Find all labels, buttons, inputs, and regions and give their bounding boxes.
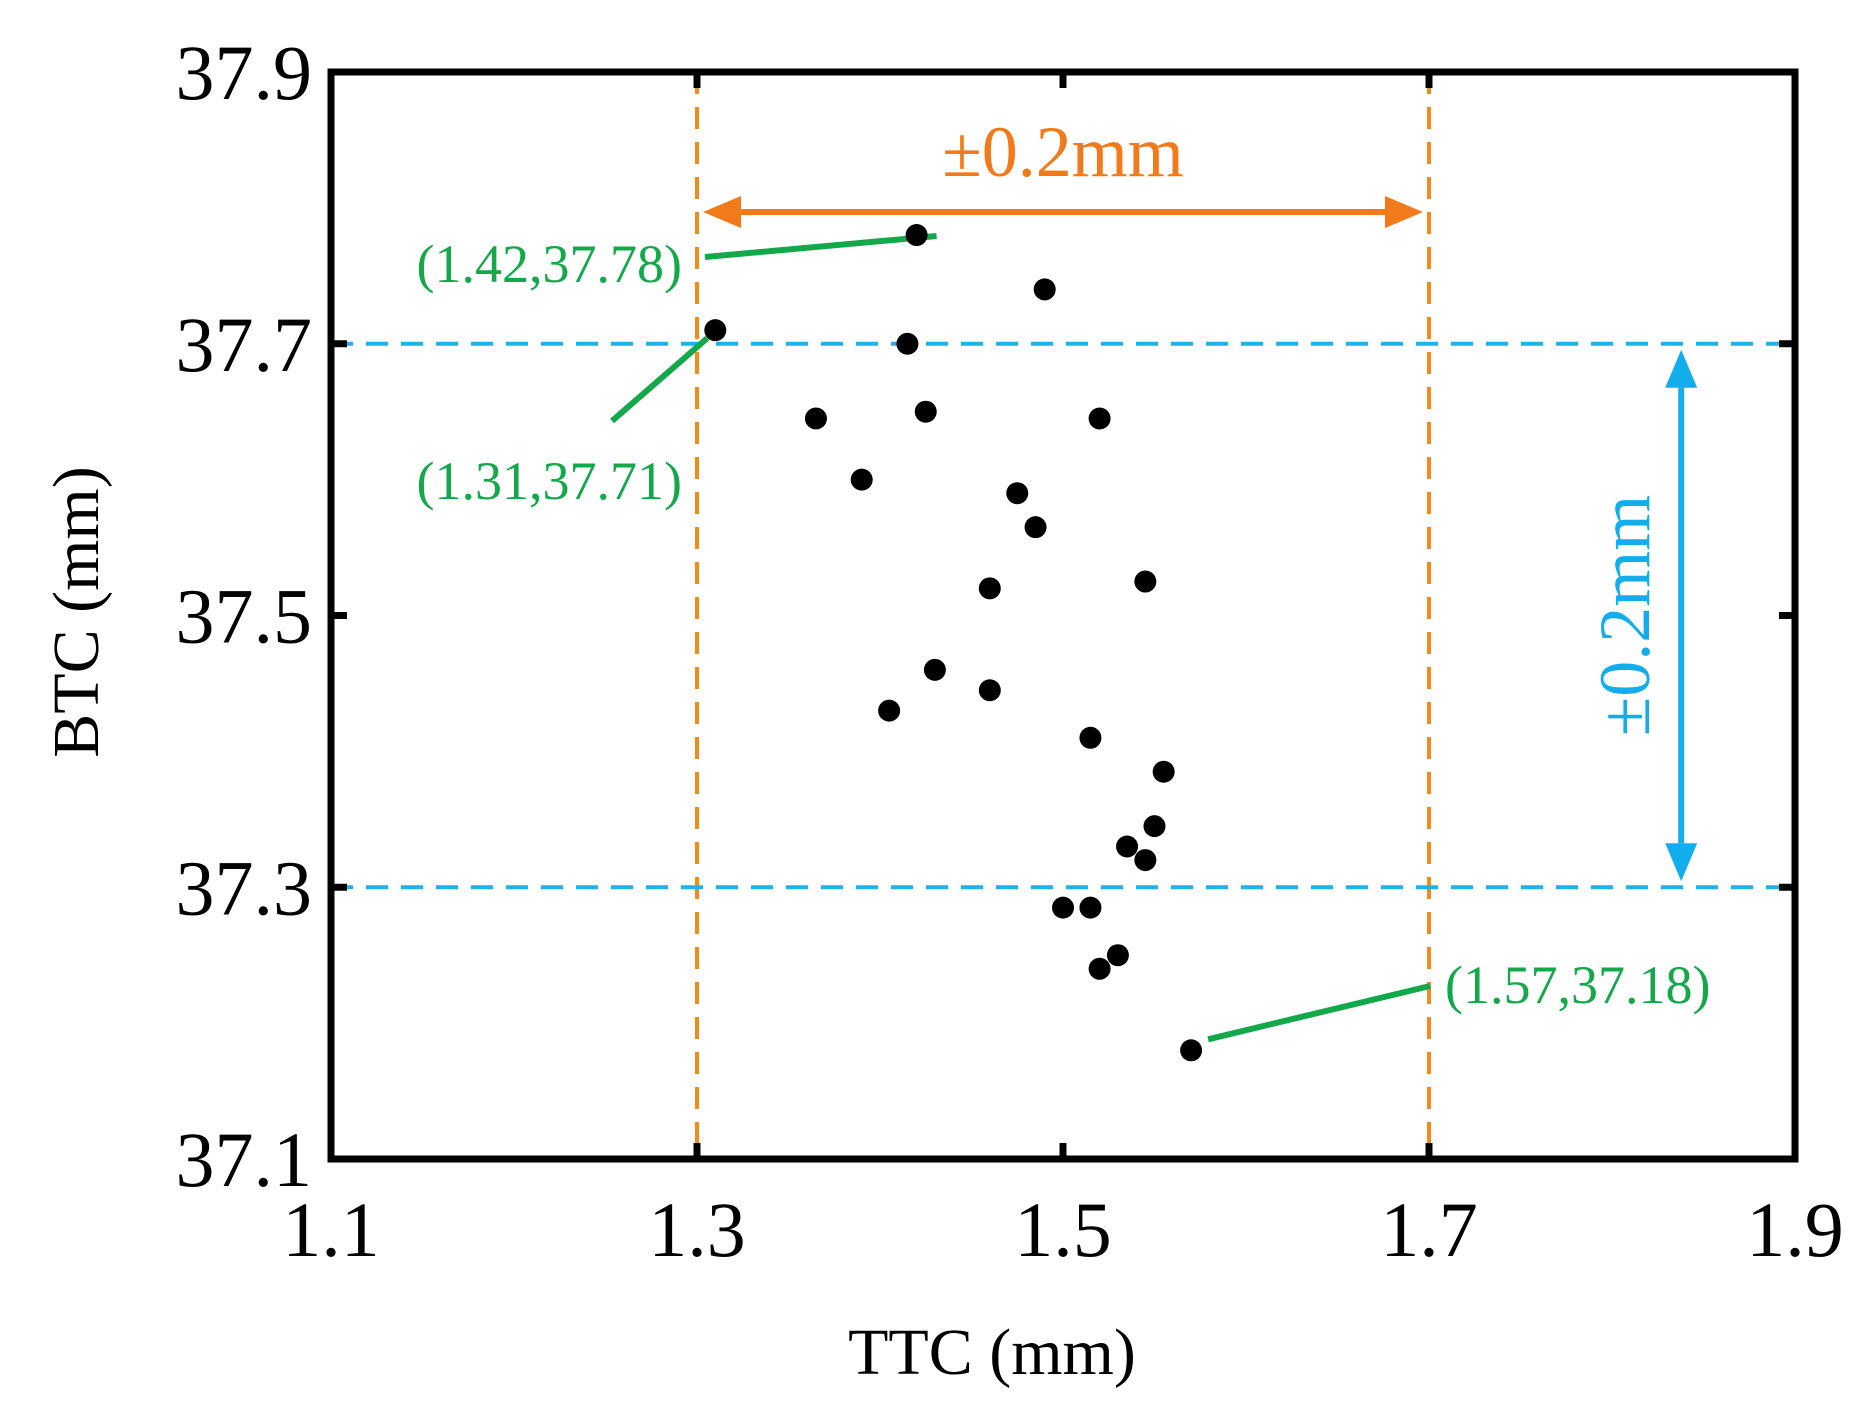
data-point	[1088, 957, 1111, 980]
vertical-tolerance-label: ±0.2mm	[1585, 495, 1665, 737]
data-point	[804, 407, 827, 430]
data-point	[1134, 570, 1157, 593]
point-annotation: (1.31,37.71)	[417, 335, 710, 511]
point-annotation: (1.57,37.18)	[1207, 955, 1710, 1043]
vertical-tolerance-arrow: ±0.2mm	[1585, 349, 1698, 882]
annotation-label: (1.31,37.71)	[417, 451, 682, 511]
x-axis-title: TTC (mm)	[848, 1316, 1136, 1389]
arrow-head-left	[703, 196, 741, 229]
annotation-leader-line	[1207, 983, 1431, 1043]
data-point	[1180, 1039, 1203, 1062]
arrow-head-top	[1665, 349, 1698, 388]
data-point	[1143, 815, 1166, 838]
data-point	[1052, 896, 1074, 919]
data-point	[1106, 944, 1129, 967]
arrow-head-right	[1385, 196, 1423, 229]
y-tick-label: 37.5	[176, 573, 313, 660]
annotation-leader-line	[704, 233, 937, 260]
y-tick-label: 37.3	[176, 844, 313, 931]
annotation-label: (1.57,37.18)	[1445, 955, 1710, 1015]
horizontal-tolerance-arrow: ±0.2mm	[703, 112, 1423, 229]
annotation-label: (1.42,37.78)	[417, 234, 682, 294]
data-point	[923, 658, 946, 681]
data-point	[978, 577, 1001, 600]
data-point	[1033, 278, 1056, 301]
data-point	[1134, 849, 1157, 872]
data-point	[1152, 760, 1175, 783]
y-axis-title: BTC (mm)	[40, 466, 113, 758]
data-point	[704, 319, 727, 342]
x-tick-label: 1.7	[1380, 1186, 1478, 1273]
x-tick-label: 1.9	[1746, 1186, 1844, 1273]
x-tick-label: 1.5	[1014, 1186, 1112, 1273]
x-tick-label: 1.3	[648, 1186, 746, 1273]
y-tick-label: 37.9	[176, 29, 313, 116]
y-tick-label: 37.7	[176, 301, 313, 388]
data-point	[1116, 835, 1139, 858]
plot-frame	[327, 68, 1799, 1163]
data-point	[896, 332, 919, 355]
horizontal-tolerance-label: ±0.2mm	[942, 112, 1184, 192]
data-point	[878, 699, 901, 722]
point-annotation: (1.42,37.78)	[417, 233, 937, 294]
data-point	[978, 679, 1001, 702]
data-point	[914, 400, 937, 423]
data-point	[1024, 516, 1047, 539]
arrow-head-bottom	[1665, 843, 1698, 882]
data-point	[1079, 896, 1102, 919]
data-point	[1079, 726, 1102, 749]
y-tick-label: 37.1	[176, 1116, 313, 1203]
data-point	[1006, 482, 1029, 505]
data-point	[850, 468, 873, 491]
data-point	[1088, 407, 1111, 430]
x-tick-label: 1.1	[282, 1186, 380, 1273]
data-point	[905, 224, 928, 247]
annotation-leader-line	[610, 335, 710, 424]
